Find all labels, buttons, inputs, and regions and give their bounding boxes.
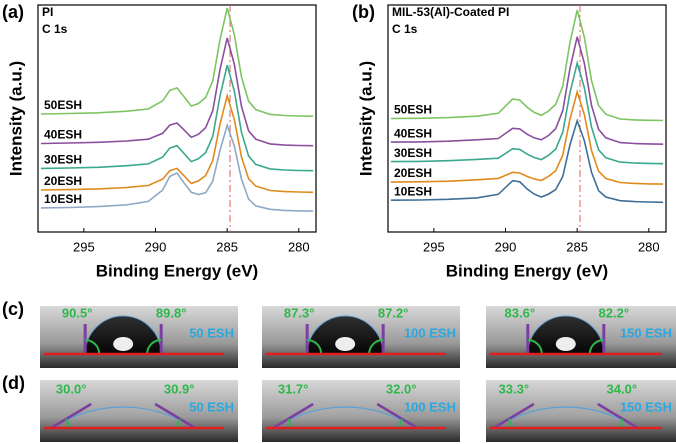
spectrum-line [390, 36, 664, 145]
right-angle: 82.2° [599, 305, 630, 320]
chart-title: MIL-53(Al)-Coated PI [392, 5, 509, 19]
x-tick-label: 290 [495, 239, 517, 254]
spectrum-line [390, 89, 664, 185]
left-angle: 83.6° [505, 305, 536, 320]
sample-label: 50 ESH [189, 399, 234, 414]
droplet-highlight [555, 337, 576, 351]
panel-label: (b) [352, 2, 375, 22]
right-angle: 32.0° [386, 381, 417, 396]
series-label: 10ESH [394, 184, 432, 198]
series-label: 20ESH [44, 174, 82, 188]
x-tick-label: 290 [145, 239, 167, 254]
panel-label: (c) [2, 299, 24, 319]
droplet-photo [40, 380, 238, 442]
droplet-highlight [335, 337, 356, 351]
droplet [84, 315, 162, 355]
right-angle: 34.0° [607, 381, 638, 396]
tangent-line [597, 402, 639, 430]
droplet [50, 406, 196, 429]
chart-subtitle: C 1s [42, 22, 68, 36]
sample-label: 100 ESH [404, 325, 456, 340]
droplet-photo [262, 380, 460, 442]
left-angle: 33.3° [499, 381, 530, 396]
left-angle: 90.5° [62, 305, 93, 320]
y-axis-label: Intensity (a.u.) [356, 61, 375, 176]
series-label: 50ESH [44, 98, 82, 112]
tangent-line [50, 402, 92, 430]
spectrum-line [390, 59, 664, 165]
sample-label: 100 ESH [404, 399, 456, 414]
x-tick-label: 285 [216, 239, 238, 254]
series-label: 40ESH [44, 128, 82, 142]
spectrum-line [390, 9, 664, 122]
panel-label: (d) [2, 373, 25, 393]
x-tick-label: 295 [423, 239, 445, 254]
plot-frame [37, 4, 317, 233]
spectrum-line [40, 37, 314, 147]
angle-arc [85, 339, 101, 355]
chart-subtitle: C 1s [392, 22, 418, 36]
droplet [493, 406, 639, 429]
angle-arc [527, 339, 543, 355]
right-angle: 89.8° [156, 305, 187, 320]
droplet [272, 406, 418, 429]
angle-arc [588, 339, 604, 355]
angle-arc [307, 339, 323, 355]
right-angle: 30.9° [164, 381, 195, 396]
series-label: 40ESH [394, 126, 432, 140]
series-label: 30ESH [44, 153, 82, 167]
x-axis-label: Binding Energy (eV) [446, 261, 608, 280]
angle-arc [146, 339, 162, 355]
left-angle: 87.3° [284, 305, 315, 320]
series-label: 20ESH [394, 166, 432, 180]
tangent-line [493, 402, 535, 430]
series-label: 10ESH [44, 192, 82, 206]
series-label: 30ESH [394, 146, 432, 160]
chart-title: PI [42, 5, 53, 19]
sample-label: 150 ESH [620, 325, 672, 340]
droplet [306, 315, 384, 355]
tangent-line [376, 402, 418, 430]
angle-arc [368, 339, 384, 355]
plot-frame [387, 4, 667, 233]
droplet [527, 315, 605, 355]
spectrum-line [390, 118, 664, 204]
x-tick-label: 285 [566, 239, 588, 254]
sample-label: 150 ESH [620, 399, 672, 414]
series-label: 50ESH [394, 103, 432, 117]
panel-label: (a) [2, 2, 24, 22]
x-tick-label: 280 [288, 239, 310, 254]
tangent-line [154, 402, 196, 430]
left-angle: 30.0° [56, 381, 87, 396]
tangent-line [272, 402, 314, 430]
spectrum-line [40, 122, 314, 212]
droplet-photo [486, 380, 676, 442]
right-angle: 87.2° [378, 305, 409, 320]
spectrum-line [40, 7, 314, 117]
x-tick-label: 280 [638, 239, 660, 254]
left-angle: 31.7° [278, 381, 309, 396]
spectrum-line [40, 92, 314, 194]
spectrum-line [40, 64, 314, 172]
droplet-highlight [113, 337, 134, 351]
x-axis-label: Binding Energy (eV) [96, 261, 258, 280]
sample-label: 50 ESH [189, 325, 234, 340]
x-tick-label: 295 [73, 239, 95, 254]
y-axis-label: Intensity (a.u.) [6, 61, 25, 176]
